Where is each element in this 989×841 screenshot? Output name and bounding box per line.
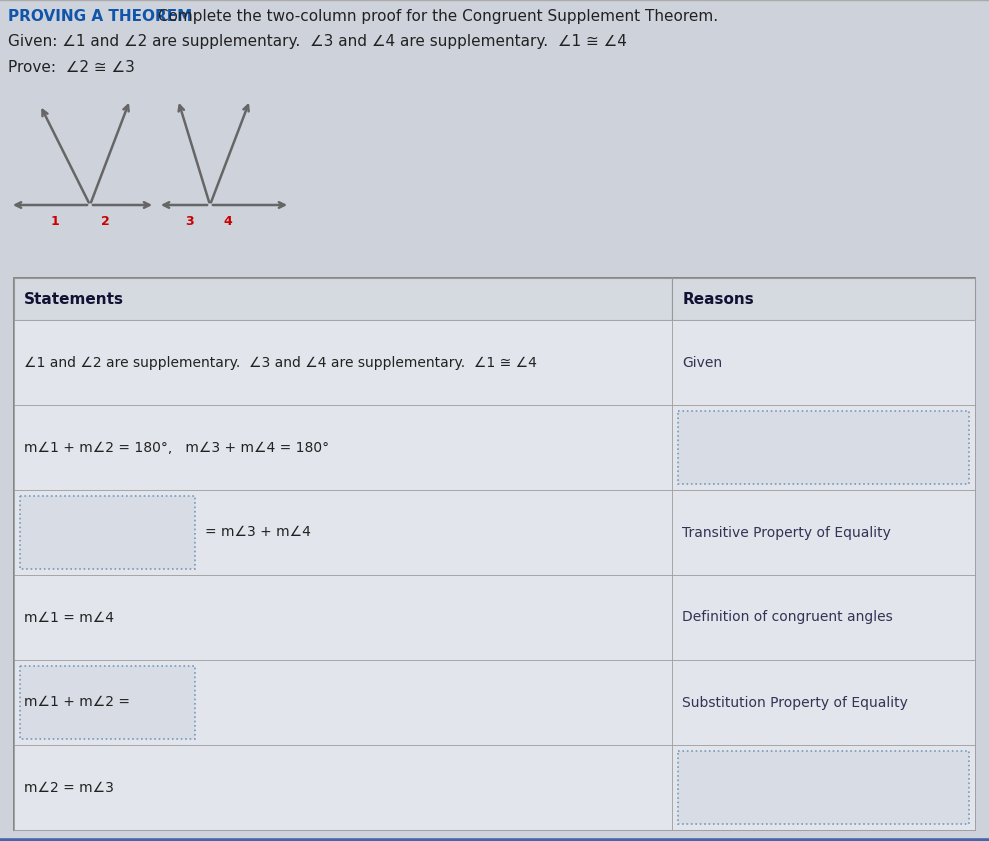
Text: 3: 3 [186, 215, 194, 228]
Text: Prove:  ∠2 ≅ ∠3: Prove: ∠2 ≅ ∠3 [8, 60, 135, 75]
Text: Reasons: Reasons [682, 292, 754, 306]
Bar [673, 660, 975, 745]
Bar [673, 278, 975, 320]
Bar [673, 405, 975, 490]
Text: Given: ∠1 and ∠2 are supplementary.  ∠3 and ∠4 are supplementary.  ∠1 ≅ ∠4: Given: ∠1 and ∠2 are supplementary. ∠3 a… [8, 34, 627, 49]
Text: 4: 4 [224, 215, 232, 228]
Bar [14, 660, 673, 745]
Bar [14, 320, 673, 405]
Text: = m∠3 + m∠4: = m∠3 + m∠4 [205, 526, 311, 539]
Text: PROVING A THEOREM: PROVING A THEOREM [8, 9, 192, 24]
Text: Statements: Statements [24, 292, 124, 306]
Text: m∠1 + m∠2 = 180°,   m∠3 + m∠4 = 180°: m∠1 + m∠2 = 180°, m∠3 + m∠4 = 180° [24, 441, 329, 454]
Bar [14, 745, 673, 830]
Bar [678, 751, 969, 824]
Bar [14, 405, 673, 490]
Text: Substitution Property of Equality: Substitution Property of Equality [682, 696, 908, 710]
Bar [0, 0, 989, 270]
Bar [14, 490, 673, 575]
Text: m∠1 + m∠2 =: m∠1 + m∠2 = [24, 696, 135, 710]
Text: Definition of congruent angles: Definition of congruent angles [682, 611, 893, 625]
Bar [678, 411, 969, 484]
Bar [14, 278, 975, 830]
Bar [673, 490, 975, 575]
Bar [673, 575, 975, 660]
Text: m∠2 = m∠3: m∠2 = m∠3 [24, 780, 114, 795]
Bar [20, 666, 195, 739]
Text: Given: Given [682, 356, 722, 369]
Text: ∠1 and ∠2 are supplementary.  ∠3 and ∠4 are supplementary.  ∠1 ≅ ∠4: ∠1 and ∠2 are supplementary. ∠3 and ∠4 a… [24, 356, 537, 369]
Text: 2: 2 [101, 215, 110, 228]
Bar [20, 496, 195, 569]
Bar [673, 745, 975, 830]
Text: Transitive Property of Equality: Transitive Property of Equality [682, 526, 891, 539]
Bar [673, 320, 975, 405]
Text: Complete the two-column proof for the Congruent Supplement Theorem.: Complete the two-column proof for the Co… [153, 9, 718, 24]
Bar [14, 575, 673, 660]
Text: 1: 1 [50, 215, 59, 228]
Text: m∠1 = m∠4: m∠1 = m∠4 [24, 611, 114, 625]
Bar [14, 278, 673, 320]
